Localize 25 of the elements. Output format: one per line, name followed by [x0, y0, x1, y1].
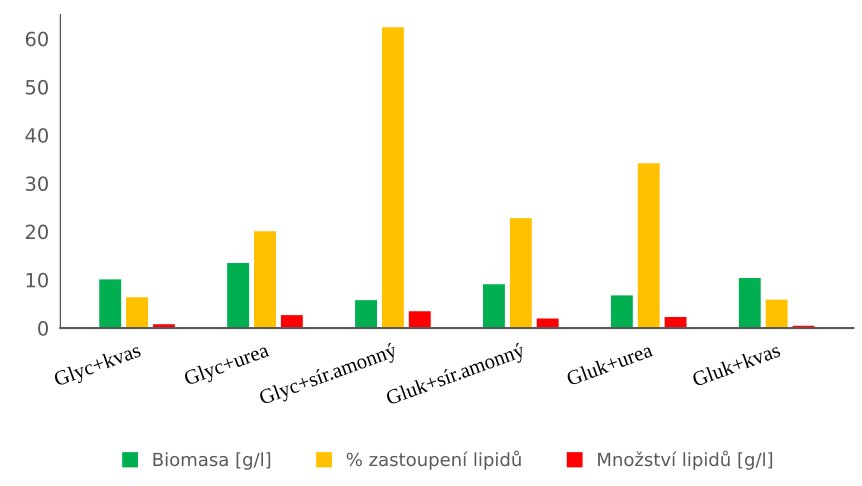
legend-label: Množství lipidů [g/l]: [598, 450, 772, 470]
bar: [380, 26, 405, 328]
y-tick-label: 50: [26, 80, 48, 95]
y-tick-label: 60: [26, 32, 48, 46]
y-tick-label: 0: [38, 321, 48, 336]
y-tick-label: 10: [26, 272, 48, 288]
bar: [482, 283, 506, 328]
y-tick-label: 40: [25, 128, 48, 143]
y-tick-label: 30: [26, 176, 48, 192]
bar: [252, 230, 278, 328]
bar: [636, 162, 661, 328]
bar: [354, 299, 378, 328]
legend-label: Biomasa [g/l]: [154, 452, 270, 470]
bar: [764, 298, 789, 328]
bar: [738, 276, 762, 328]
bar: [226, 262, 250, 328]
bar: [408, 310, 432, 328]
legend-label: % zastoupení lipidů: [346, 450, 521, 470]
bar: [664, 316, 688, 328]
bar: [508, 217, 533, 328]
bar: [98, 278, 122, 328]
bar: [280, 314, 304, 328]
bar: [125, 296, 150, 328]
bar: [610, 294, 634, 328]
y-tick-label: 20: [26, 224, 48, 240]
